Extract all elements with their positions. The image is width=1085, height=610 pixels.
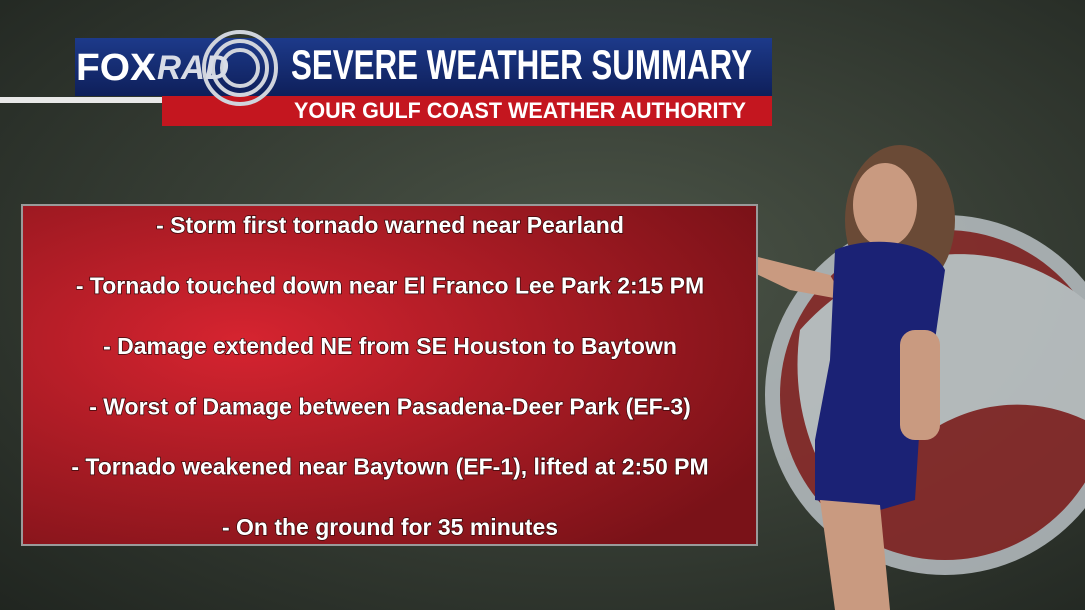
bullet-list: - Storm first tornado warned near Pearla… (71, 211, 710, 541)
logo-fox: FOX (76, 47, 157, 89)
subtitle-bar (162, 96, 772, 126)
subtitle: YOUR GULF COAST WEATHER AUTHORITY (294, 98, 746, 123)
bullet: - Storm first tornado warned near Pearla… (156, 212, 624, 238)
bullet: - Damage extended NE from SE Houston to … (103, 333, 677, 359)
logo-rad: RAD (157, 49, 229, 87)
bullet: - On the ground for 35 minutes (222, 514, 558, 540)
bullet: - Tornado weakened near Baytown (EF-1), … (71, 454, 708, 480)
bullet: - Worst of Damage between Pasadena-Deer … (89, 393, 691, 419)
logo: FOX RAD (76, 30, 278, 106)
bullet: - Tornado touched down near El Franco Le… (76, 272, 704, 298)
header-line (0, 97, 165, 103)
title-bar (75, 38, 772, 96)
title: SEVERE WEATHER SUMMARY (291, 41, 752, 88)
summary-panel (21, 204, 758, 546)
presenter (748, 145, 955, 610)
